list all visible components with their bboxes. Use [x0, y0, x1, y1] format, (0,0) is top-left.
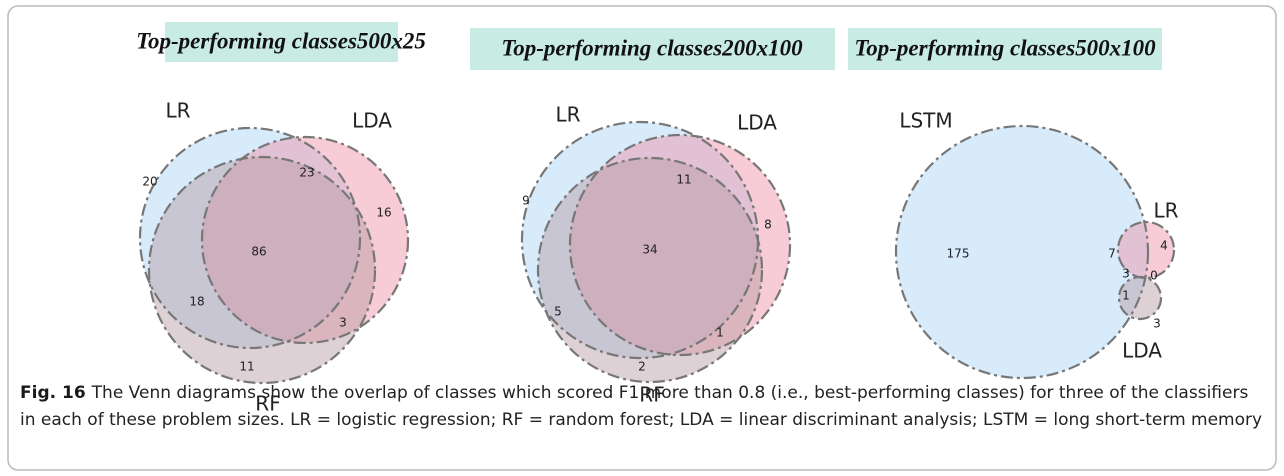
- region-count: 18: [189, 295, 204, 309]
- set-label: LR: [165, 99, 190, 123]
- venn-fill: [538, 158, 762, 382]
- venn-fill: [202, 137, 408, 343]
- venn-outline: [568, 133, 792, 357]
- venn-fill: [149, 157, 375, 383]
- set-label: LDA: [1122, 339, 1162, 363]
- venn-fill: [896, 126, 1148, 378]
- region-count: 34: [642, 243, 657, 257]
- venn-fill: [570, 135, 790, 355]
- region-count: 9: [522, 194, 530, 208]
- venn-outline: [894, 124, 1150, 380]
- region-count: 0: [1150, 269, 1158, 283]
- panel-title: Top-performing classes500x25: [136, 28, 426, 53]
- region-count: 8: [764, 218, 772, 232]
- region-count: 16: [376, 206, 391, 220]
- caption-label: Fig. 16: [20, 383, 86, 403]
- region-count: 1: [1122, 289, 1130, 303]
- figure-border: [7, 5, 1277, 471]
- caption-text: The Venn diagrams show the overlap of cl…: [20, 383, 1263, 430]
- region-count: 4: [1160, 239, 1168, 253]
- venn-fill: [1118, 222, 1174, 278]
- region-count: 11: [239, 360, 254, 374]
- venn-outline: [200, 135, 410, 345]
- region-count: 7: [1108, 247, 1116, 261]
- venn-outline: [1116, 220, 1176, 280]
- region-count: 86: [251, 245, 266, 259]
- panel-title: Top-performing classes500x100: [854, 35, 1156, 60]
- venn-outline: [536, 156, 764, 384]
- title-background: [165, 22, 398, 62]
- set-label: RF: [255, 392, 280, 416]
- panel-title: Top-performing classes200x100: [501, 35, 803, 60]
- region-count: 20: [142, 175, 157, 189]
- venn-outline: [1117, 275, 1163, 321]
- venn-fill: [140, 128, 360, 348]
- title-background: [848, 28, 1162, 70]
- region-count: 3: [339, 316, 347, 330]
- region-count: 11: [676, 173, 691, 187]
- set-label: LDA: [737, 111, 777, 135]
- region-count: 2: [638, 360, 646, 374]
- set-label: LDA: [352, 109, 392, 133]
- title-background: [470, 28, 835, 70]
- set-label: LR: [1153, 199, 1178, 223]
- venn-outline: [138, 126, 362, 350]
- caption: Fig. 16 The Venn diagrams show the overla…: [20, 380, 1265, 434]
- set-label: LR: [555, 103, 580, 127]
- venn-outline: [147, 155, 377, 385]
- set-label: RF: [639, 383, 664, 407]
- region-count: 23: [299, 166, 314, 180]
- region-count: 3: [1122, 267, 1130, 281]
- set-label: LSTM: [899, 109, 952, 133]
- region-count: 175: [947, 247, 970, 261]
- region-count: 5: [554, 305, 562, 319]
- region-count: 3: [1153, 317, 1161, 331]
- region-count: 1: [716, 326, 724, 340]
